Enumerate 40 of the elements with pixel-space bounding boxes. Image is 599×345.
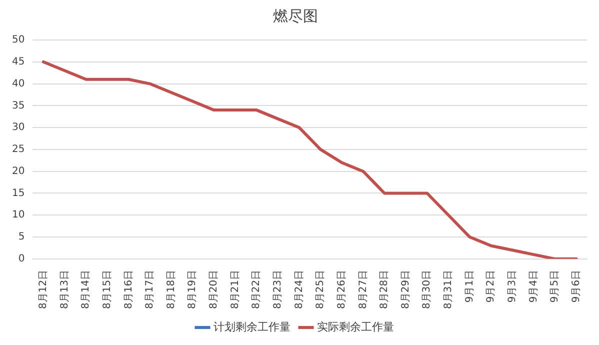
x-tick-label: 8月27日 (358, 270, 369, 310)
y-tick-label: 15 (12, 188, 25, 199)
x-tick-label: 8月25日 (315, 270, 326, 310)
y-tick-label: 25 (12, 144, 25, 156)
legend-label: 实际剩余工作量 (317, 320, 394, 334)
y-tick-label: 10 (12, 210, 25, 221)
x-tick-label: 8月15日 (102, 270, 113, 310)
x-tick-label: 8月16日 (123, 270, 134, 310)
y-tick-label: 50 (12, 34, 25, 46)
y-tick-label: 35 (12, 100, 25, 112)
x-tick-label: 8月26日 (336, 270, 348, 310)
x-tick-label: 8月28日 (379, 270, 390, 310)
x-tick-label: 8月22日 (251, 270, 262, 310)
x-tick-label: 9月2日 (486, 270, 497, 303)
y-tick-label: 30 (12, 122, 25, 134)
x-tick-label: 8月23日 (272, 270, 284, 310)
x-tick-label: 8月18日 (166, 270, 177, 310)
x-tick-label: 8月24日 (294, 270, 305, 310)
x-tick-label: 8月30日 (422, 270, 433, 310)
y-tick-label: 40 (12, 78, 25, 90)
y-tick-label: 5 (18, 232, 25, 243)
x-tick-label: 8月29日 (400, 270, 412, 310)
x-tick-label: 8月17日 (144, 270, 156, 310)
y-tick-label: 0 (18, 254, 25, 265)
x-tick-label: 8月31日 (443, 270, 454, 310)
x-tick-label: 9月3日 (506, 270, 518, 303)
x-tick-label: 8月20日 (208, 270, 220, 310)
x-tick-label: 8月12日 (38, 270, 49, 310)
y-tick-label: 20 (12, 166, 25, 177)
x-tick-label: 9月4日 (528, 270, 540, 303)
x-tick-label: 9月6日 (570, 270, 582, 303)
x-tick-label: 8月14日 (80, 270, 92, 310)
x-tick-label: 8月13日 (59, 270, 70, 310)
legend-label: 计划剩余工作量 (214, 320, 290, 334)
chart-title: 燃尽图 (273, 6, 318, 25)
x-tick-label: 8月21日 (230, 270, 241, 310)
x-tick-label: 8月19日 (187, 270, 198, 310)
y-tick-label: 45 (12, 56, 25, 68)
x-tick-label: 9月1日 (464, 270, 476, 303)
x-tick-label: 9月5日 (550, 270, 561, 303)
